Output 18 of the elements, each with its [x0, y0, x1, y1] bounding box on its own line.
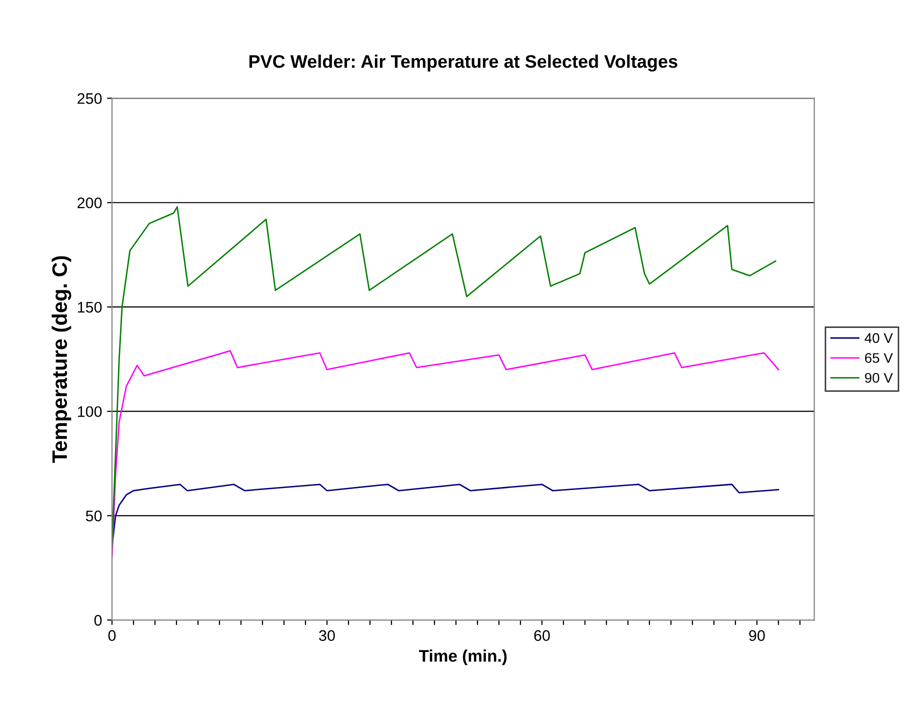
y-tick-label: 200: [78, 197, 102, 208]
x-tick-label: 90: [749, 630, 765, 641]
legend-label: 65 V: [865, 353, 893, 363]
legend-label: 90 V: [864, 372, 893, 383]
legend-label: 40 V: [864, 333, 893, 343]
x-tick-label: 0: [108, 630, 116, 641]
y-tick-label: 100: [78, 406, 102, 418]
x-tick-label: 30: [319, 630, 335, 641]
x-axis-title: Time (min.): [419, 650, 507, 666]
line-series: [112, 350, 780, 558]
line-series: [112, 206, 776, 548]
x-tick-label: 60: [534, 630, 550, 641]
y-tick-label: 50: [86, 510, 102, 522]
y-axis-title: Temperature (deg. C): [52, 256, 72, 463]
y-tick-label: 250: [78, 93, 102, 104]
y-tick-label: 150: [78, 302, 102, 313]
chart-title: PVC Welder: Air Temperature at Selected Voltages: [249, 54, 678, 72]
y-tick-label: 0: [94, 614, 102, 626]
